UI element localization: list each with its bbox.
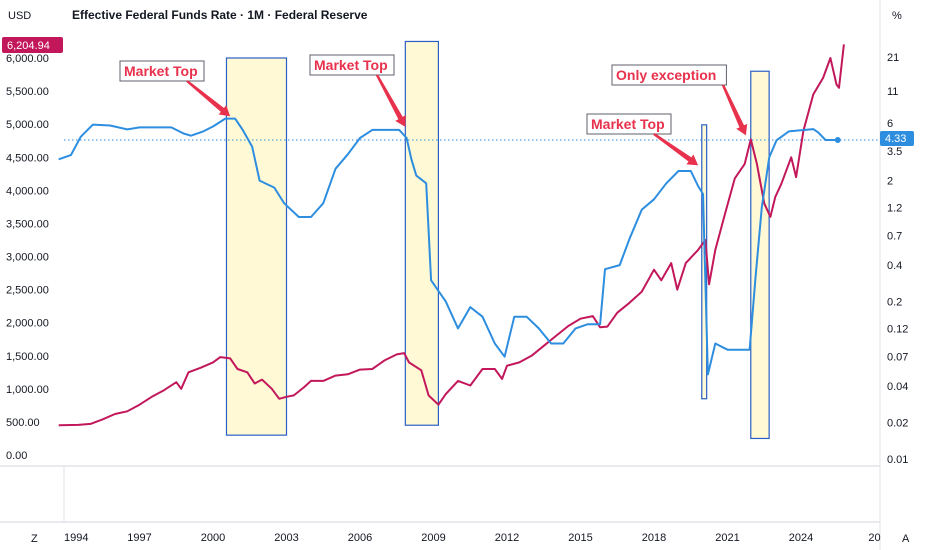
right-tick-label: 2 (887, 176, 893, 188)
right-tick-label: 0.2 (887, 297, 902, 309)
callout-1: Market Top (119, 60, 231, 117)
time-tick-label: 1997 (127, 532, 151, 544)
time-tick-label: 2024 (789, 532, 813, 544)
time-tick-label: 20 (868, 532, 880, 544)
time-tick-label: 2021 (715, 532, 739, 544)
time-tick-label: 2009 (421, 532, 445, 544)
highlight-box-4 (750, 70, 770, 440)
callout-label: Market Top (314, 57, 388, 73)
time-tick-label: 2015 (568, 532, 592, 544)
right-tick-label: 0.07 (887, 352, 908, 364)
left-tick-label: 4,000.00 (6, 185, 49, 197)
right-tick-label: 21 (887, 52, 899, 64)
callout-2: Market Top (309, 54, 406, 127)
left-price-badge: 6,204.94 (2, 37, 63, 53)
left-tick-label: 2,000.00 (6, 318, 49, 330)
right-tick-label: 0.4 (887, 260, 902, 272)
right-tick-label: 11 (887, 86, 898, 98)
right-tick-label: 0.12 (887, 323, 908, 335)
left-tick-label: 5,000.00 (6, 119, 49, 131)
callout-label: Market Top (591, 116, 665, 132)
right-tick-label: 0.7 (887, 231, 902, 243)
right-tick-label: 0.02 (887, 418, 908, 430)
auto-scale-icon[interactable]: A (902, 533, 910, 545)
left-tick-label: 500.00 (6, 417, 40, 429)
right-axis-unit: % (892, 10, 902, 22)
right-rate-badge-text: 4.33 (885, 133, 906, 145)
callout-box (119, 60, 205, 82)
callout-arrow (721, 84, 748, 136)
time-tick-label: 2006 (348, 532, 372, 544)
callout-4: Market Top (586, 113, 699, 166)
right-tick-label: 0.01 (887, 454, 908, 466)
left-axis-ticks: 6,000.00 5,500.00 5,000.00 4,500.00 4,000.00… (6, 53, 49, 462)
right-axis-ticks: 21 11 6 3.5 2 1.2 0.7 0.4 0.2 0.12 0.07 0.04 0.02 0.0… (887, 52, 908, 466)
fed-rate-line (58, 117, 838, 376)
callout-label: Market Top (124, 63, 198, 79)
zoom-toggle-icon[interactable]: Z (31, 533, 38, 545)
time-tick-label: 2000 (201, 532, 225, 544)
highlight-box-1 (225, 57, 288, 436)
left-tick-label: 1,500.00 (6, 351, 49, 363)
left-tick-label: 1,000.00 (6, 384, 49, 396)
left-axis-unit: USD (8, 10, 31, 22)
right-tick-label: 1.2 (887, 202, 902, 214)
time-tick-label: 2018 (642, 532, 666, 544)
left-tick-label: 0.00 (6, 450, 27, 462)
callout-box (309, 54, 395, 76)
callout-box (611, 64, 727, 86)
callout-label: Only exception (616, 67, 716, 83)
left-tick-label: 4,500.00 (6, 152, 49, 164)
right-tick-label: 0.04 (887, 381, 908, 393)
left-tick-label: 5,500.00 (6, 86, 49, 98)
callout-3: Only exception (611, 64, 748, 136)
right-tick-label: 6 (887, 118, 893, 130)
right-rate-badge: 4.33 (880, 131, 914, 146)
spx-line (58, 44, 845, 427)
callout-arrow (653, 133, 699, 166)
left-price-badge-text: 6,204.94 (7, 40, 50, 52)
time-tick-label: 2003 (274, 532, 298, 544)
highlight-box-2 (404, 40, 440, 426)
left-tick-label: 2,500.00 (6, 285, 49, 297)
time-axis-ticks: 1994 1997 2000 2003 2006 2009 2012 2015 2018 2021… (64, 532, 881, 544)
callout-arrow (186, 80, 231, 117)
callout-box (586, 113, 672, 135)
right-tick-label: 3.5 (887, 146, 902, 158)
time-tick-label: 1994 (64, 532, 88, 544)
chart-title: Effective Federal Funds Rate · 1M · Fede… (72, 8, 368, 22)
left-tick-label: 6,000.00 (6, 53, 49, 65)
fed-rate-last-point (834, 136, 841, 143)
series-lines (58, 44, 845, 427)
callout-arrow (375, 74, 406, 127)
annotations: Market Top Market Top Only exception Market… (119, 54, 748, 166)
left-tick-label: 3,000.00 (6, 252, 49, 264)
time-tick-label: 2012 (495, 532, 519, 544)
left-tick-label: 3,500.00 (6, 218, 49, 230)
